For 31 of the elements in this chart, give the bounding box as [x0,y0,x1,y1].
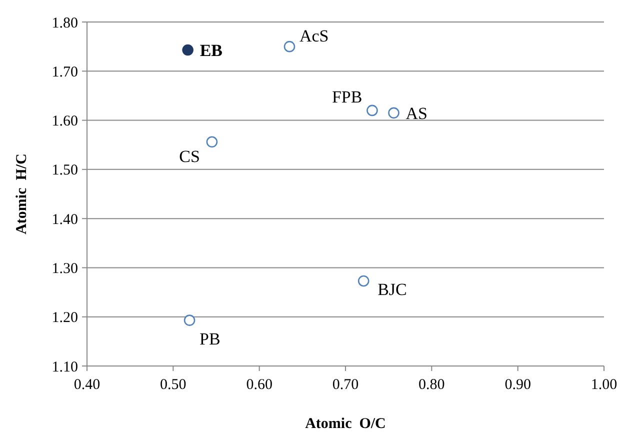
x-tick-label: 0.90 [504,377,531,393]
annotation: PB [200,329,220,348]
x-tick-label: 0.50 [160,377,186,393]
point [388,107,400,119]
y-tick-label: 1.20 [52,310,78,326]
point [366,104,378,116]
point [182,44,194,56]
annotation: FPB [332,87,362,106]
annotation: AS [406,104,428,123]
y-axis-title: Atomic H/C [14,154,30,234]
annotation: AcS [299,26,329,46]
annotation: EB [200,41,223,60]
point [284,40,296,52]
y-tick-label: 1.30 [52,260,78,277]
y-tick-label: 1.60 [52,114,78,130]
y-tick-label: 1.80 [52,15,78,32]
x-tick-label: 0.60 [246,377,272,393]
annotation: CS [179,146,200,166]
y-tick-label: 1.50 [52,162,78,179]
point [358,275,370,287]
x-tick-label: 0.40 [74,377,100,393]
y-tick-label: 1.70 [52,64,78,80]
x-tick-label: 0.70 [332,377,359,393]
x-axis-title: Atomic O/C [305,416,386,432]
point [184,314,196,326]
x-tick-label: 1.00 [590,377,618,393]
y-tick-label: 1.10 [52,359,78,376]
x-tick-label: 0.80 [418,377,445,393]
y-tick-label: 1.40 [52,212,78,228]
annotation: BJC [378,280,407,299]
point [206,136,218,148]
